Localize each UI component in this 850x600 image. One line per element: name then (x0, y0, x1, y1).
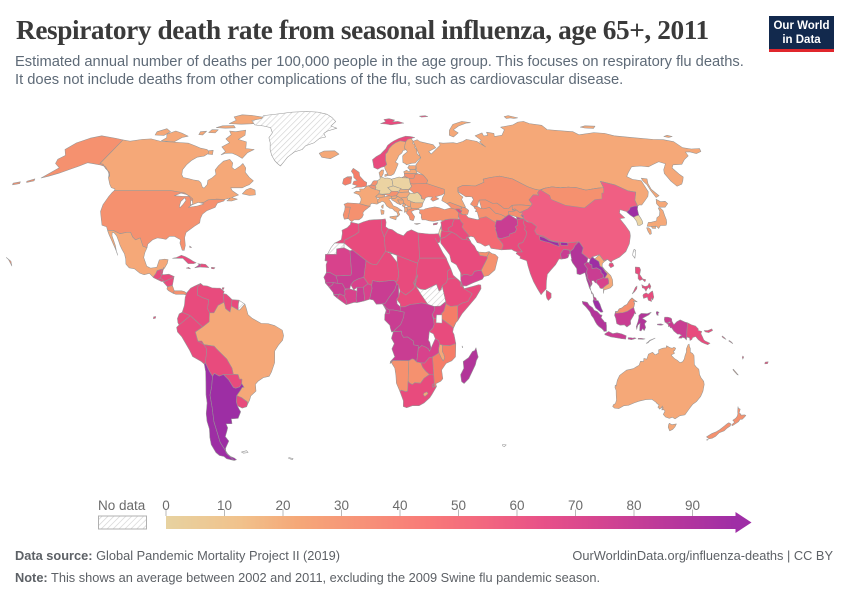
svg-text:10: 10 (217, 498, 232, 513)
svg-text:50: 50 (451, 498, 466, 513)
svg-text:70: 70 (568, 498, 583, 513)
svg-text:80: 80 (626, 498, 641, 513)
svg-text:30: 30 (334, 498, 349, 513)
svg-text:0: 0 (162, 498, 170, 513)
svg-text:40: 40 (392, 498, 407, 513)
svg-text:No data: No data (98, 498, 146, 513)
svg-text:20: 20 (275, 498, 290, 513)
svg-text:90: 90 (685, 498, 700, 513)
svg-text:60: 60 (509, 498, 524, 513)
